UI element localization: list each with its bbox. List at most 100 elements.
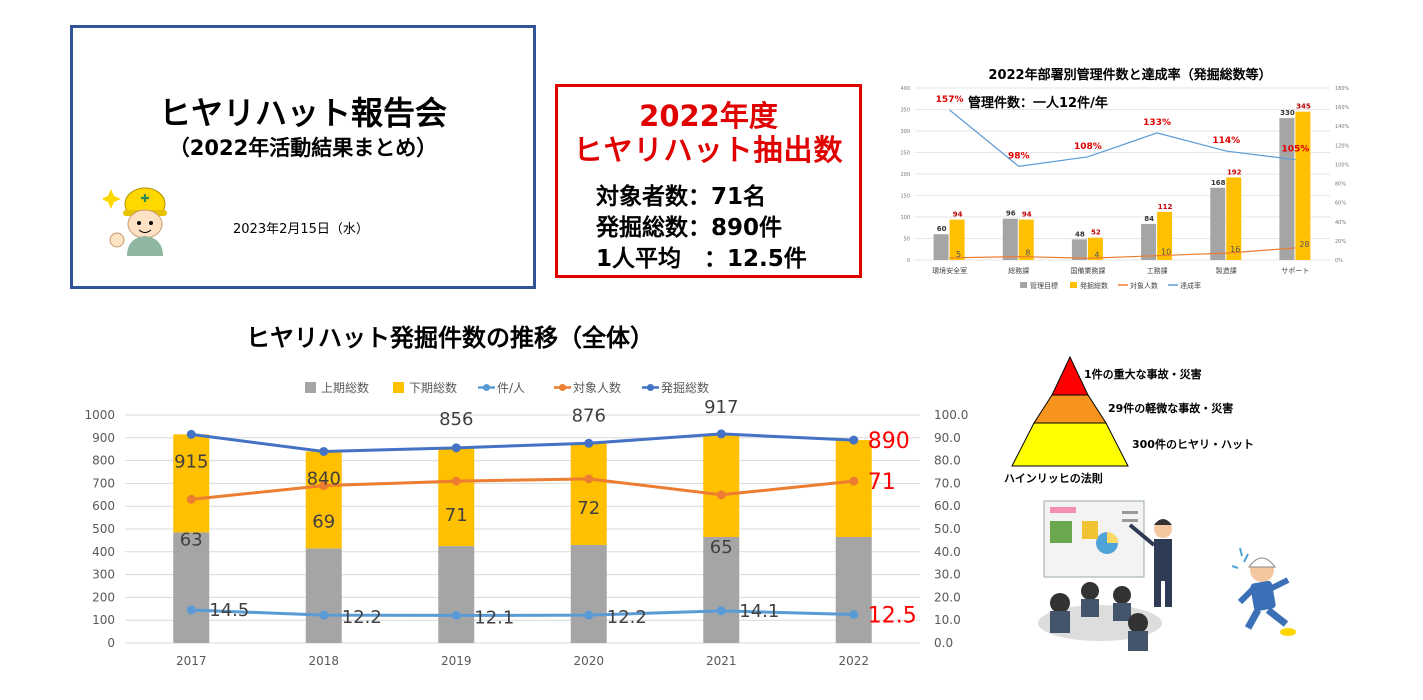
dept-y-tick: 150 [900,194,910,200]
dept-bar [1018,219,1034,260]
trend-chart: 0 100 200 300 400 500 600 700 800 900 1000 0.0 10.0 2… [84,380,968,668]
trend-line [191,608,854,617]
dept-bar-label: 112 [1158,203,1173,211]
trend-y2-tick: 10.0 [934,613,961,627]
dept-count-label: 4 [1094,250,1099,259]
dept-bar [1226,177,1242,260]
trend-y2-tick: 90.0 [934,431,961,445]
svg-text:✚: ✚ [140,192,149,205]
trend-value-label: 856 [439,409,473,430]
trend-y-tick: 800 [92,454,115,468]
trend-y-tick: 100 [92,613,115,627]
trend-point [186,605,196,615]
heinrich-pyramid: 1件の重大な事故・災害 29件の軽微な事故・災害 300件のヒヤリ・ハット ハイ… [1004,355,1254,485]
dept-y-tick: 100 [900,215,910,221]
dept-legend-label: 達成率 [1180,281,1201,290]
dept-y2-tick: 60% [1335,201,1346,207]
stats-box: 2022年度 ヒヤリハット抽出数 対象者数：71名 発掘総数：890件 1人平均… [555,84,862,278]
dept-legend-label: 発掘総数 [1080,281,1108,290]
dept-count-label: 10 [1161,248,1171,257]
trend-point [319,481,329,491]
dept-category-label: 総務課 [1008,266,1029,275]
trend-bar [835,536,872,643]
trend-point [849,476,859,486]
trend-value-label: 71 [445,505,468,526]
dept-bar [1071,239,1087,260]
dept-bar-label: 94 [1022,211,1032,219]
trend-legend-marker [559,384,566,391]
dept-y2-tick: 80% [1335,182,1346,188]
dept-legend-label: 対象人数 [1130,281,1158,290]
report-date: 2023年2月15日（水） [233,222,369,237]
dept-bar [949,219,965,260]
dept-y-tick: 350 [900,108,910,114]
stats-total: 発掘総数：890件 [596,215,783,241]
dept-bar [933,234,949,260]
dept-bar [1002,218,1018,260]
trend-bar [173,532,210,643]
trend-value-label-highlight: 12.5 [868,604,917,629]
trend-legend-label: 対象人数 [573,380,621,395]
trend-bar [703,536,740,643]
dept-bar [1157,211,1173,260]
trend-y-tick: 200 [92,590,115,604]
trend-y2-tick: 30.0 [934,568,961,582]
dept-category-label: 環境安全室 [932,266,967,275]
trend-point [186,429,196,439]
trend-bar [835,440,872,537]
trend-value-label: 12.1 [474,607,514,628]
dept-bar-label: 192 [1227,168,1242,176]
trend-y2-tick: 40.0 [934,545,961,559]
pyramid-level-bottom [1011,422,1129,467]
trend-legend-swatch [305,382,316,393]
dept-legend-swatch [1020,282,1027,288]
trend-value-label: 65 [710,537,733,558]
trend-y2-tick: 80.0 [934,454,961,468]
trend-y-tick: 0 [107,636,115,650]
trend-legend-swatch [393,382,404,393]
trend-legend-label: 下期総数 [409,380,457,395]
trend-y-tick: 600 [92,499,115,513]
dept-y2-tick: 120% [1335,143,1350,149]
trend-y-tick: 1000 [84,408,115,422]
dept-bar-label: 60 [937,225,947,233]
trend-point [716,490,726,500]
trend-y-tick: 300 [92,568,115,582]
dept-y2-tick: 140% [1335,124,1350,130]
trend-y2-tick: 50.0 [934,522,961,536]
dept-bar-label: 52 [1091,229,1101,237]
trend-value-label: 915 [174,451,208,472]
trend-line [191,432,854,453]
trend-point [451,476,461,486]
page-subtitle: （2022年活動結果まとめ） [168,136,438,160]
dept-y-tick: 50 [904,237,910,243]
trend-y2-tick: 70.0 [934,476,961,490]
trend-value-label-highlight: 71 [868,470,896,495]
trend-value-label: 72 [577,498,600,519]
dept-line-rate [949,109,1296,167]
trend-point [451,610,461,620]
dept-count-label: 8 [1025,249,1030,258]
dept-line-count [949,247,1296,259]
trend-bar [305,451,342,549]
dept-count-label: 16 [1230,245,1240,254]
slipping-worker-icon [1232,547,1296,636]
dept-rate-label: 98% [1008,151,1030,161]
trend-category-label: 2018 [308,654,339,668]
trend-category-label: 2019 [441,654,472,668]
dept-bar-label: 48 [1075,230,1085,238]
trend-value-label: 12.2 [342,607,382,628]
dept-bar [1295,111,1311,261]
dept-rate-label: 114% [1212,136,1240,146]
trend-value-label: 876 [572,405,606,426]
dept-category-label: 国備業務課 [1070,266,1105,275]
pyramid-level-top [1051,355,1089,396]
trend-value-label: 840 [307,468,341,489]
dept-category-label: サポート [1281,267,1309,275]
dept-y2-tick: 20% [1335,239,1346,245]
trend-chart-title: ヒヤリハット発掘件数の推移（全体） [246,324,654,352]
trend-bar [570,544,607,643]
dept-y-tick: 250 [900,151,910,157]
dept-bar-label: 330 [1280,109,1295,117]
trend-point [849,435,859,445]
